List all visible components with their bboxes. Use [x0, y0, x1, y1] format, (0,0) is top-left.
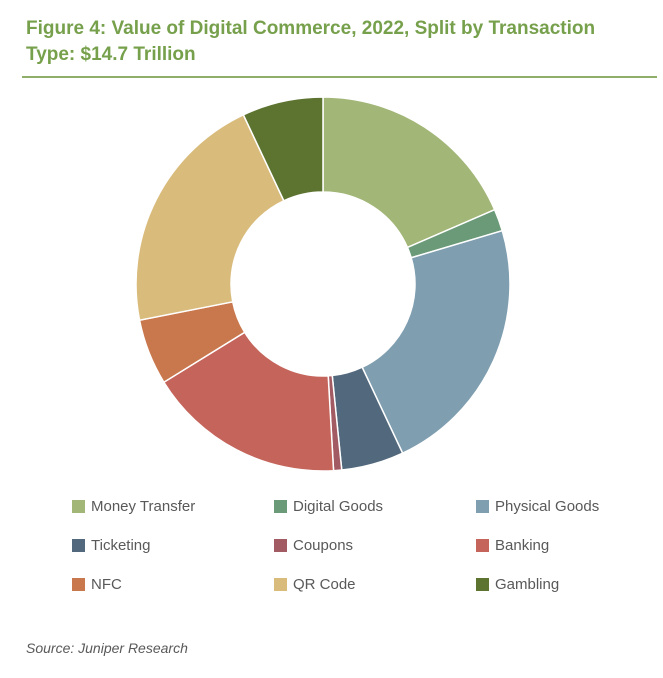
legend-swatch	[274, 539, 287, 552]
slice-gambling	[242, 96, 324, 202]
legend-label: Gambling	[495, 576, 560, 593]
legend-item: Digital Goods	[274, 498, 383, 515]
legend-label: Coupons	[293, 537, 354, 554]
legend-label: Banking	[495, 537, 550, 554]
legend-item: NFC	[72, 576, 122, 593]
legend-swatch	[72, 539, 85, 552]
legend-swatch	[72, 578, 85, 591]
slice-physical-goods	[361, 229, 511, 455]
legend-label: Ticketing	[91, 537, 151, 554]
source-note: Source: Juniper Research	[26, 640, 188, 656]
legend-swatch	[274, 500, 287, 513]
legend-item: Physical Goods	[476, 498, 599, 515]
slice-money-transfer	[322, 96, 496, 249]
legend-item: Gambling	[476, 576, 559, 593]
legend-swatch	[476, 539, 489, 552]
legend-item: QR Code	[274, 576, 356, 593]
slice-qr-code	[135, 113, 285, 322]
legend-label: Money Transfer	[91, 498, 196, 515]
chart-title: Figure 4: Value of Digital Commerce, 202…	[26, 18, 596, 65]
title-divider	[22, 76, 657, 78]
legend-swatch	[476, 578, 489, 591]
slice-banking	[162, 331, 335, 472]
legend-item: Ticketing	[72, 537, 150, 554]
legend-swatch	[72, 500, 85, 513]
legend-label: NFC	[91, 576, 122, 593]
legend-item: Money Transfer	[72, 498, 195, 515]
legend-swatch	[274, 578, 287, 591]
legend-label: Digital Goods	[293, 498, 384, 515]
legend-item: Banking	[476, 537, 549, 554]
legend-swatch	[476, 500, 489, 513]
legend-label: Physical Goods	[495, 498, 600, 515]
legend-label: QR Code	[293, 576, 356, 593]
legend-item: Coupons	[274, 537, 353, 554]
